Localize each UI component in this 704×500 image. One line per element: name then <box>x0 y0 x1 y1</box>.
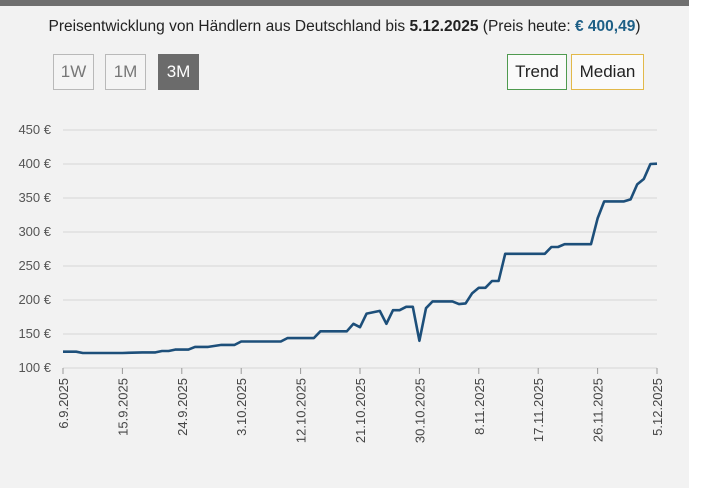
top-border <box>0 0 689 6</box>
y-tick-label: 150 € <box>18 326 51 341</box>
title-date: 5.12.2025 <box>409 18 479 35</box>
price-series-line <box>63 162 658 355</box>
title-prefix: Preisentwicklung von Händlern aus Deutsc… <box>48 18 406 35</box>
y-tick-label: 350 € <box>18 190 51 205</box>
current-price: € 400,49 <box>574 18 636 35</box>
x-tick-label: 3.10.2025 <box>234 378 249 436</box>
range-1m-button[interactable]: 1M <box>105 54 146 90</box>
x-tick-label: 15.9.2025 <box>115 378 130 436</box>
y-tick-label: 400 € <box>18 156 51 171</box>
y-tick-label: 250 € <box>18 258 51 273</box>
range-3m-button[interactable]: 3M <box>158 54 199 90</box>
range-1w-button[interactable]: 1W <box>53 54 94 90</box>
trend-toggle-button[interactable]: Trend <box>507 54 567 90</box>
x-tick-label: 8.11.2025 <box>472 378 487 435</box>
x-tick-label: 17.11.2025 <box>531 378 546 442</box>
x-tick-label: 21.10.2025 <box>353 378 368 443</box>
x-tick-label: 12.10.2025 <box>294 378 309 443</box>
y-tick-label: 300 € <box>18 224 51 239</box>
x-tick-label: 6.9.2025 <box>56 378 71 429</box>
x-tick-label: 5.12.2025 <box>650 378 665 436</box>
y-tick-label: 200 € <box>18 292 51 307</box>
price-suffix: ) <box>635 18 641 35</box>
x-tick-label: 30.10.2025 <box>412 378 427 443</box>
x-tick-label: 26.11.2025 <box>591 378 606 442</box>
x-tick-label: 24.9.2025 <box>175 378 190 436</box>
y-tick-label: 100 € <box>18 360 51 375</box>
y-tick-label: 450 € <box>18 122 51 137</box>
median-toggle-button[interactable]: Median <box>571 54 644 90</box>
chart-title: Preisentwicklung von Händlern aus Deutsc… <box>0 18 689 36</box>
price-prefix: (Preis heute: <box>482 18 571 35</box>
